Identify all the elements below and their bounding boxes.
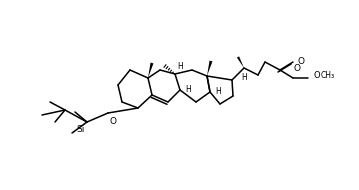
Text: O: O xyxy=(110,117,117,126)
Text: O: O xyxy=(313,71,320,81)
Text: O: O xyxy=(294,64,301,73)
Text: CH₃: CH₃ xyxy=(321,71,335,81)
Text: H: H xyxy=(215,88,221,97)
Text: O: O xyxy=(298,58,305,66)
Polygon shape xyxy=(148,63,153,78)
Text: H: H xyxy=(185,86,191,94)
Polygon shape xyxy=(207,61,213,76)
Text: H: H xyxy=(241,74,247,82)
Polygon shape xyxy=(237,56,244,68)
Text: H: H xyxy=(177,62,183,71)
Text: Si: Si xyxy=(76,125,85,134)
